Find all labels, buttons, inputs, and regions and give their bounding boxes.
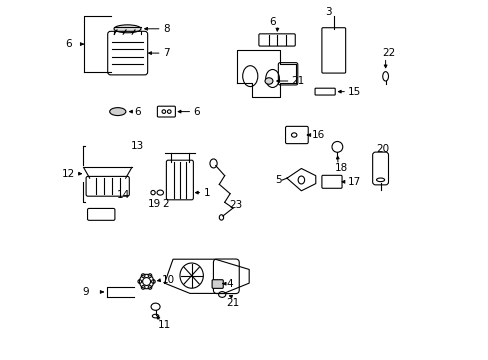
Text: 5: 5 [275,175,282,185]
Text: 11: 11 [158,320,171,330]
Text: 8: 8 [163,24,169,34]
Text: 18: 18 [335,163,348,174]
Text: 6: 6 [134,107,141,117]
Text: 12: 12 [61,169,75,179]
Text: 4: 4 [226,279,233,289]
Text: 19: 19 [148,199,161,210]
Text: 1: 1 [203,188,210,198]
Text: 6: 6 [193,107,200,117]
Text: 6: 6 [64,39,71,49]
Text: 2: 2 [162,199,169,210]
Text: 15: 15 [347,87,361,96]
Ellipse shape [114,25,141,33]
Text: 7: 7 [163,48,169,58]
Text: 13: 13 [131,141,144,151]
Ellipse shape [264,78,272,84]
Text: 22: 22 [382,48,395,58]
Text: 14: 14 [117,190,130,200]
Text: 9: 9 [82,287,88,297]
Text: 6: 6 [269,17,275,27]
FancyBboxPatch shape [212,280,223,288]
Text: 21: 21 [225,298,239,308]
Text: 3: 3 [325,6,331,17]
Text: 10: 10 [162,275,175,285]
Text: 17: 17 [347,177,360,187]
Text: 23: 23 [229,200,242,210]
Text: 20: 20 [375,144,388,153]
Ellipse shape [109,108,125,116]
Text: 21: 21 [291,76,305,86]
Text: 16: 16 [311,130,324,140]
